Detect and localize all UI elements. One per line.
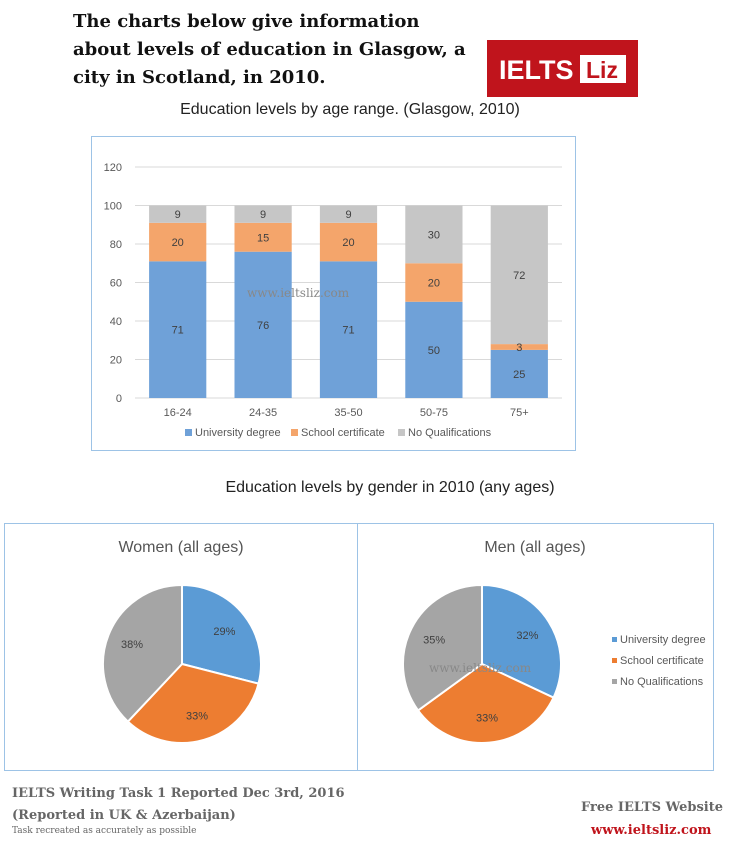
bar-segment-school-certificate [234,222,292,252]
bar-segment-no-qualifications [149,205,207,223]
bar-segment-university-degree [234,251,292,398]
y-tick-label: 40 [110,316,122,328]
pie-data-label: 35% [423,635,445,647]
bar-segment-school-certificate [490,344,548,350]
pie-data-label: 29% [213,626,235,638]
bar-segment-no-qualifications [490,205,548,345]
pie-slice-school-certificate [126,662,260,744]
ielts-liz-logo: IELTS Liz [487,40,638,97]
legend-label: University degree [195,427,281,439]
men-pie-chart: Men (all ages) 32% 33% 35% www.ieltsliz.co… [402,539,706,744]
bar-data-label: 30 [428,229,440,241]
logo-left-text: IELTS [499,55,574,85]
bar-segment-school-certificate [319,222,378,262]
footer-reported-line: (Reported in UK & Azerbaijan) [12,808,236,823]
bar-segment-no-qualifications [234,205,292,223]
bar-chart-title: Education levels by age range. (Glasgow,… [180,101,520,118]
pie-group-title: Education levels by gender in 2010 (any … [225,479,555,496]
bar-segment-school-certificate [405,263,463,302]
bar-chart-panel: 71 20 9 76 15 9 71 20 9 50 20 30 25 3 72 0 20 40 60 80 100 1… [91,136,576,451]
pie-legend-swatch [612,679,617,684]
footer-site-url[interactable]: www.ieltsliz.com [591,823,712,838]
pie-data-label: 38% [121,639,143,651]
bar-data-label: 20 [428,278,440,290]
bar-data-label: 9 [260,209,266,221]
bar-data-label: 3 [516,342,522,354]
bar-segment-no-qualifications [319,205,378,223]
pie-slice-no-qualifications [402,583,483,712]
footer-note: Task recreated as accurately as possible [12,826,197,836]
bar-data-label: 20 [172,237,184,249]
pie-legend-label: University degree [620,634,706,646]
x-tick-label: 35-50 [334,407,362,419]
men-pie-panel: Men (all ages) 32% 33% 35% www.ieltsliz.co… [357,523,714,771]
bar-chart: 71 20 9 76 15 9 71 20 9 50 20 30 25 3 72 0 20 40 60 80 100 1… [104,162,562,439]
pie-data-label: 33% [476,712,498,724]
pie-data-label: 33% [186,711,208,723]
page-heading: The charts below give information about … [73,11,466,88]
legend-label: School certificate [301,427,385,439]
bar-data-label: 15 [257,232,269,244]
bar-data-label: 71 [172,325,184,337]
pie-data-label: 32% [516,630,538,642]
pie-slice-university-degree [481,583,562,699]
bar-segment-school-certificate [149,222,207,262]
legend-swatch [185,429,192,436]
bar-segment-university-degree [490,349,548,398]
pie-slice-university-degree [181,583,262,685]
x-tick-label: 16-24 [164,407,192,419]
men-pie-title: Men (all ages) [484,539,585,556]
y-tick-label: 20 [110,355,122,367]
bar-data-label: 50 [428,345,440,357]
y-tick-label: 80 [110,239,122,251]
y-tick-label: 100 [104,201,122,213]
x-tick-label: 75+ [510,407,529,419]
footer-task-line: IELTS Writing Task 1 Reported Dec 3rd, 2… [12,786,345,801]
bar-data-label: 9 [345,209,351,221]
bar-data-label: 25 [513,369,525,381]
x-tick-label: 50-75 [420,407,448,419]
bar-data-label: 20 [342,237,354,249]
x-tick-label: 24-35 [249,407,277,419]
bar-segment-no-qualifications [405,205,463,264]
pie-slice-school-certificate [416,662,555,744]
bar-watermark: www.ieltsliz.com [247,286,350,300]
y-tick-label: 120 [104,162,122,174]
bar-data-label: 72 [513,270,525,282]
pie-slice-no-qualifications [102,583,183,724]
y-tick-label: 0 [116,393,122,405]
bar-data-label: 9 [175,209,181,221]
bar-segment-university-degree [319,261,378,398]
women-pie-chart: Women (all ages) 29% 33% 38% [102,539,262,744]
women-pie-panel: Women (all ages) 29% 33% 38% [4,523,359,771]
bar-segment-university-degree [149,261,207,398]
pie-legend-swatch [612,658,617,663]
legend-label: No Qualifications [408,427,492,439]
pie-legend-label: School certificate [620,655,704,667]
legend-swatch [398,429,405,436]
pie-legend-swatch [612,637,617,642]
logo-right-text: Liz [586,57,618,83]
bar-data-label: 71 [342,325,354,337]
footer-site-label: Free IELTS Website [581,800,724,815]
pie-watermark: www.ieltsliz.com [429,661,532,675]
y-tick-label: 60 [110,278,122,290]
pie-legend-label: No Qualifications [620,676,704,688]
legend-swatch [291,429,298,436]
women-pie-title: Women (all ages) [118,539,243,556]
bar-segment-university-degree [405,301,463,398]
bar-data-label: 76 [257,320,269,332]
